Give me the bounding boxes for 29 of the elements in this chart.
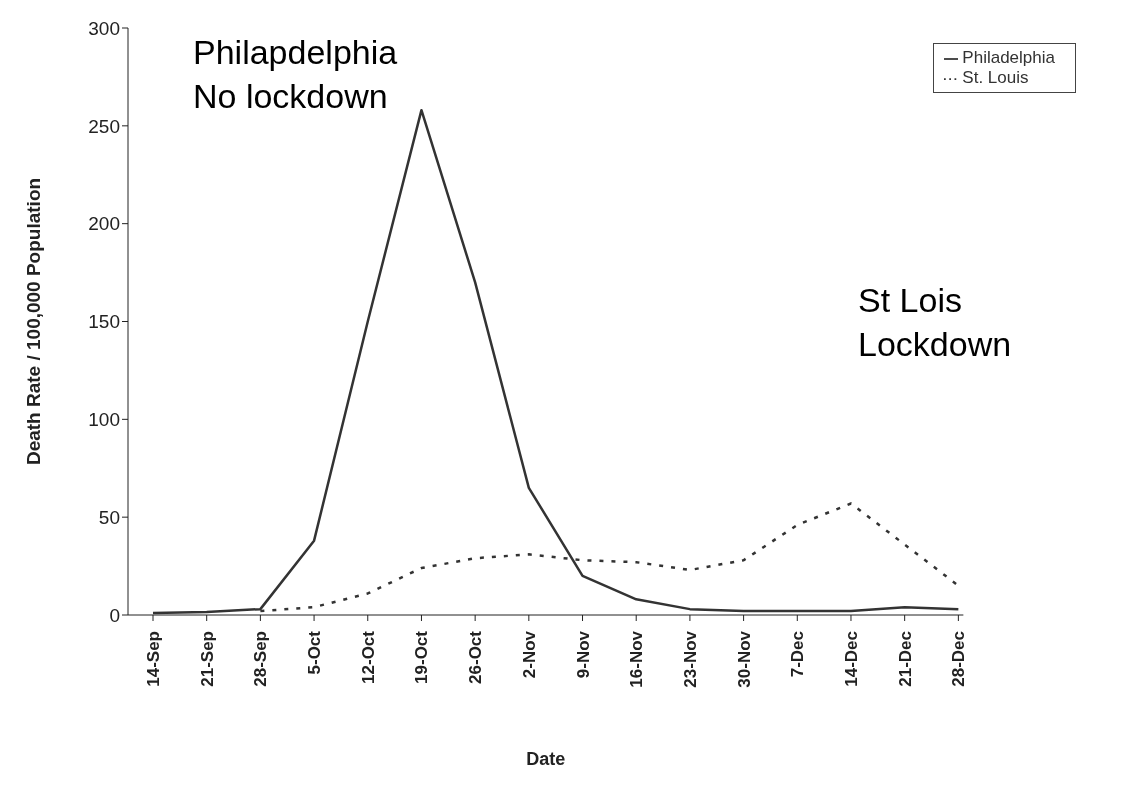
x-tick-label: 28-Sep bbox=[251, 631, 271, 687]
x-tick-label: 12-Oct bbox=[358, 630, 378, 684]
y-tick-label: 100 bbox=[88, 409, 120, 431]
x-tick-label: 5-Oct bbox=[305, 630, 325, 675]
x-tick-label: 14-Sep bbox=[144, 631, 163, 687]
y-tick-label: 50 bbox=[98, 506, 120, 528]
x-tick-label: 21-Sep bbox=[197, 631, 217, 687]
x-axis-title: Date bbox=[526, 749, 566, 769]
y-tick-label: 0 bbox=[109, 604, 120, 626]
x-tick-label: 2-Nov bbox=[519, 630, 539, 679]
x-tick-label: 14-Dec bbox=[841, 631, 861, 687]
x-tick-label: 9-Nov bbox=[573, 630, 593, 679]
x-tick-label: 26-Oct bbox=[466, 630, 486, 684]
annotation: St Lois Lockdown bbox=[858, 280, 1012, 366]
y-tick-label: 200 bbox=[88, 213, 120, 235]
x-tick-label: 28-Dec bbox=[949, 631, 969, 687]
x-tick-label: 30-Nov bbox=[734, 630, 754, 688]
y-axis-title: Death Rate / 100,000 Population bbox=[22, 177, 44, 466]
annotation: Philapdelphia No lockdown bbox=[193, 32, 398, 118]
x-tick-label: 16-Nov bbox=[627, 630, 647, 688]
y-tick-label: 300 bbox=[88, 17, 120, 39]
x-tick-label: 23-Nov bbox=[680, 630, 700, 688]
legend-label: St. Louis bbox=[962, 68, 1029, 87]
x-tick-label: 21-Dec bbox=[895, 631, 915, 687]
y-tick-label: 150 bbox=[88, 311, 120, 333]
y-tick-label: 250 bbox=[88, 115, 120, 137]
x-tick-label: 19-Oct bbox=[412, 630, 432, 684]
x-tick-label: 7-Dec bbox=[788, 631, 808, 678]
legend-label: Philadelphia bbox=[962, 48, 1055, 67]
